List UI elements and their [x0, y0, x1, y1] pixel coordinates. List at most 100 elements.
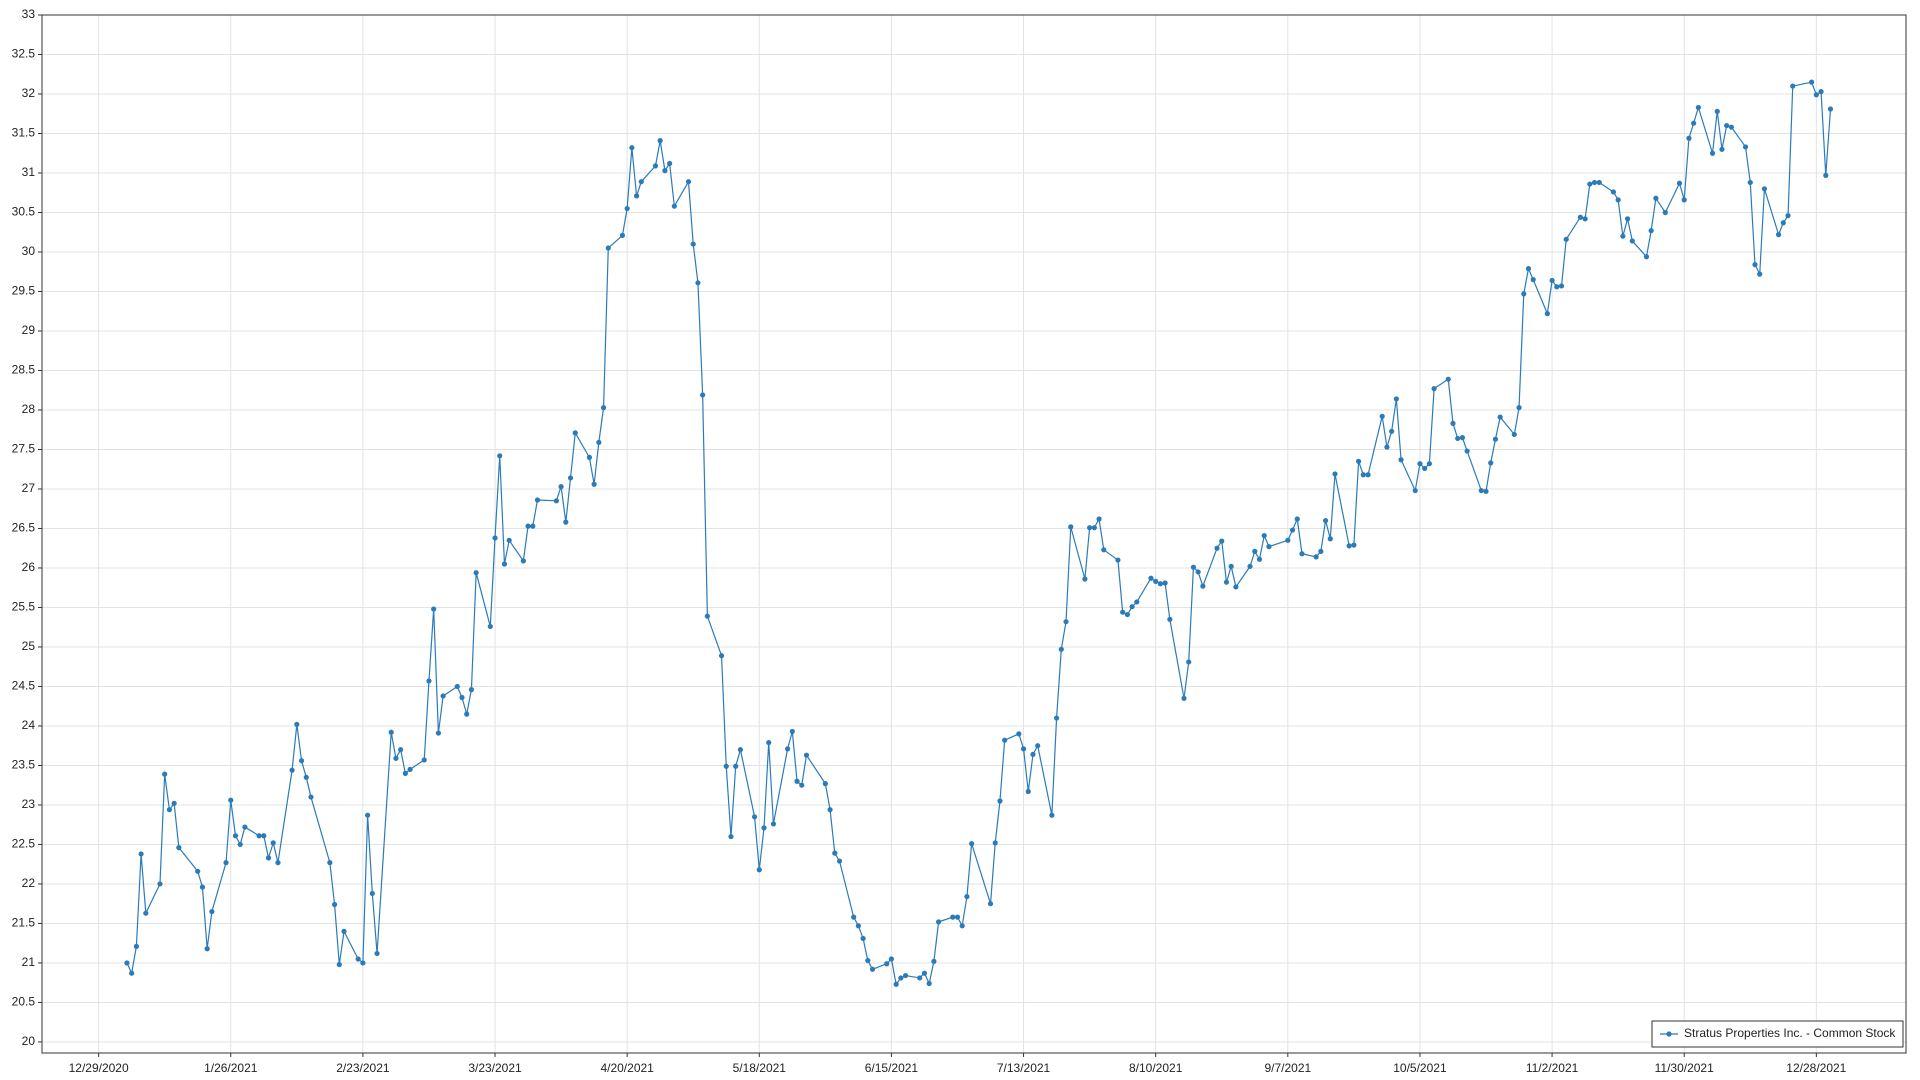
- data-point: [1379, 413, 1385, 419]
- data-point: [1785, 213, 1791, 219]
- data-point: [893, 981, 899, 987]
- data-point: [1818, 89, 1824, 95]
- data-point: [591, 481, 597, 487]
- x-tick-label: 7/13/2021: [997, 1061, 1051, 1075]
- data-point: [1115, 557, 1121, 563]
- data-point: [695, 280, 701, 286]
- data-point: [827, 807, 833, 813]
- data-point: [766, 739, 772, 746]
- data-point: [1049, 812, 1055, 818]
- data-point: [737, 747, 744, 753]
- data-point: [1790, 83, 1796, 89]
- data-point: [1091, 525, 1097, 531]
- data-point: [832, 850, 838, 856]
- data-point: [1030, 751, 1036, 757]
- data-point: [987, 901, 994, 907]
- data-point: [1676, 180, 1683, 186]
- data-point: [232, 833, 239, 839]
- data-point: [1681, 197, 1687, 203]
- y-tick-label: 30.5: [12, 205, 36, 219]
- data-point: [1587, 181, 1593, 187]
- data-point: [336, 961, 342, 968]
- data-point: [402, 770, 408, 776]
- y-tick-label: 29.5: [12, 284, 36, 298]
- y-tick-label: 22: [22, 876, 36, 890]
- data-point: [530, 523, 536, 529]
- data-point: [1120, 609, 1126, 615]
- data-point: [1360, 472, 1366, 478]
- data-point: [1002, 737, 1008, 743]
- x-tick-label: 5/18/2021: [733, 1061, 787, 1075]
- data-point: [228, 797, 234, 803]
- y-tick-label: 32: [22, 86, 36, 100]
- data-point: [1096, 516, 1102, 522]
- x-tick-label: 6/15/2021: [865, 1061, 919, 1075]
- data-point: [1615, 197, 1621, 203]
- data-point: [662, 168, 668, 174]
- data-point: [1157, 581, 1163, 587]
- data-point: [1412, 487, 1418, 494]
- data-point: [435, 730, 441, 736]
- data-point: [718, 653, 725, 659]
- y-tick-label: 26.5: [12, 521, 36, 535]
- data-point: [1313, 554, 1319, 560]
- data-point: [1153, 578, 1159, 584]
- data-point: [171, 800, 177, 806]
- data-point: [1101, 547, 1107, 553]
- data-point: [1256, 556, 1263, 562]
- data-point: [199, 884, 206, 890]
- y-tick-label: 30: [22, 244, 36, 258]
- data-point: [1761, 186, 1768, 192]
- x-tick-label: 3/23/2021: [468, 1061, 522, 1075]
- data-point: [1780, 220, 1786, 226]
- data-point: [1167, 616, 1173, 622]
- data-point: [728, 833, 734, 840]
- x-tick-label: 10/5/2021: [1393, 1061, 1447, 1075]
- data-point: [884, 961, 890, 967]
- data-point: [124, 960, 130, 966]
- data-point: [1389, 428, 1395, 434]
- data-point: [1200, 583, 1206, 589]
- data-point: [1190, 564, 1197, 570]
- data-point: [1747, 179, 1753, 186]
- data-point: [1558, 283, 1565, 289]
- data-point: [1530, 277, 1536, 283]
- y-tick-label: 24: [22, 718, 36, 732]
- data-point: [138, 851, 144, 857]
- data-point: [1662, 209, 1668, 216]
- data-point: [1261, 532, 1267, 539]
- y-tick-label: 20: [22, 1034, 36, 1048]
- data-point: [1195, 569, 1201, 575]
- data-point: [431, 606, 437, 612]
- data-point: [629, 145, 635, 151]
- x-tick-label: 8/10/2021: [1129, 1061, 1183, 1075]
- data-point: [657, 138, 663, 144]
- data-point: [407, 766, 413, 773]
- data-point: [1417, 461, 1423, 467]
- data-point: [888, 956, 895, 962]
- data-point: [242, 824, 248, 830]
- data-point: [1129, 604, 1135, 610]
- data-point: [1365, 472, 1371, 478]
- y-tick-label: 31.5: [12, 126, 36, 140]
- data-point: [865, 957, 871, 964]
- data-point: [1346, 543, 1352, 549]
- data-point: [1318, 548, 1324, 554]
- data-point: [1393, 396, 1399, 402]
- data-point: [1483, 488, 1489, 494]
- data-point: [1823, 172, 1829, 178]
- data-point: [459, 694, 465, 701]
- y-tick-label: 21.5: [12, 916, 36, 930]
- y-tick-label: 21: [22, 955, 36, 969]
- data-point: [1554, 284, 1560, 290]
- data-point: [671, 203, 677, 209]
- data-point: [195, 868, 201, 874]
- data-point: [388, 729, 394, 735]
- data-point: [525, 523, 531, 529]
- data-point: [756, 867, 762, 873]
- x-tick-label: 4/20/2021: [600, 1061, 654, 1075]
- data-point: [506, 537, 512, 543]
- y-tick-label: 25.5: [12, 600, 36, 614]
